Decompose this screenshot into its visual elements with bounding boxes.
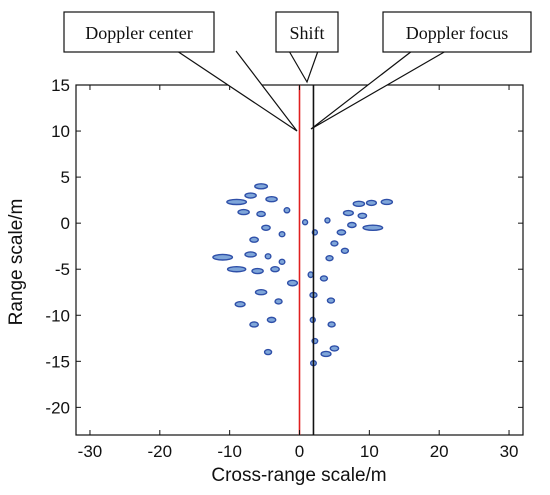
scatterer-point <box>278 231 286 238</box>
scatterer-point <box>307 271 314 279</box>
y-tick-label: -20 <box>45 398 70 417</box>
scatterer-point <box>325 254 334 262</box>
scatterer-point <box>261 224 271 231</box>
scatterer-point <box>320 350 332 358</box>
scatterer-point <box>362 224 384 231</box>
scatterer-point <box>249 236 259 243</box>
x-axis-ticks: -30 -20 -10 0 10 20 30 <box>78 85 519 461</box>
doppler-focus-pointer <box>310 50 447 130</box>
scatterer-point <box>329 345 340 352</box>
y-tick-label: 0 <box>61 214 70 233</box>
y-tick-label: 5 <box>61 168 70 187</box>
scatterer-point <box>342 209 354 217</box>
shift-pointer <box>288 50 319 84</box>
scatterer-point <box>365 199 378 207</box>
scatterer-point <box>346 221 357 229</box>
x-axis-title: Cross-range scale/m <box>211 465 386 486</box>
scatterer-point <box>256 210 266 218</box>
scatterer-point <box>380 198 394 206</box>
scatterer-point <box>326 297 336 304</box>
scatterer-point <box>234 301 246 308</box>
x-tick-label: -30 <box>78 442 103 461</box>
scatterer-point <box>327 321 336 328</box>
scatterer-point <box>336 229 347 236</box>
scatterer-point <box>265 196 278 203</box>
x-tick-label: 20 <box>430 442 449 461</box>
y-tick-label: -10 <box>45 306 70 325</box>
scatterer-point <box>254 183 269 190</box>
y-tick-label: 15 <box>51 76 70 95</box>
y-axis-title: Range scale/m <box>6 199 27 326</box>
scatterer-point <box>244 192 257 199</box>
y-tick-label: -5 <box>55 260 70 279</box>
scatterer-point <box>324 217 331 224</box>
scatterer-point <box>249 321 259 328</box>
scatterer-point <box>244 251 257 258</box>
x-tick-label: 0 <box>295 442 304 461</box>
x-tick-label: 30 <box>500 442 519 461</box>
shift-box <box>275 11 339 53</box>
scatterer-point <box>274 298 283 305</box>
doppler-focus-box <box>382 11 532 53</box>
scatterer-point <box>352 200 366 208</box>
x-tick-label: 10 <box>360 442 379 461</box>
scatterer-point <box>226 198 248 206</box>
doppler-center-callout: Doppler center <box>63 11 215 53</box>
doppler-focus-label: Doppler focus <box>406 23 508 43</box>
scatterer-point <box>263 348 273 356</box>
doppler-center-pointer <box>176 50 298 132</box>
scatterer-point <box>283 207 291 214</box>
scatterer-point <box>301 219 309 226</box>
scatterer-point <box>254 289 268 296</box>
scatterer-point <box>270 266 280 273</box>
doppler-center-box <box>63 11 215 53</box>
scatterer-layer <box>212 183 394 367</box>
scatterer-point <box>226 265 247 273</box>
scatterer-point <box>340 247 350 254</box>
y-axis-ticks: 15 10 5 0 -5 -10 -15 -20 <box>45 76 523 417</box>
scatterer-point <box>266 316 277 324</box>
shift-callout: Shift <box>275 11 339 53</box>
scatterer-point <box>330 240 339 247</box>
y-tick-label: -15 <box>45 352 70 371</box>
scatterer-point <box>319 275 329 282</box>
shift-label: Shift <box>289 23 324 43</box>
doppler-center-label: Doppler center <box>85 23 192 43</box>
scatterer-point <box>251 267 264 275</box>
scatterer-point <box>357 212 368 219</box>
scatterer-point <box>237 208 250 216</box>
scatterer-point <box>264 253 272 260</box>
scatterer-point <box>212 253 234 261</box>
y-tick-label: 10 <box>51 122 70 141</box>
scatterer-point <box>286 279 299 287</box>
x-tick-label: -20 <box>148 442 173 461</box>
callout-pointers <box>176 50 447 132</box>
doppler-focus-callout: Doppler focus <box>382 11 532 53</box>
scatterer-point <box>278 258 286 266</box>
x-tick-label: -10 <box>217 442 242 461</box>
